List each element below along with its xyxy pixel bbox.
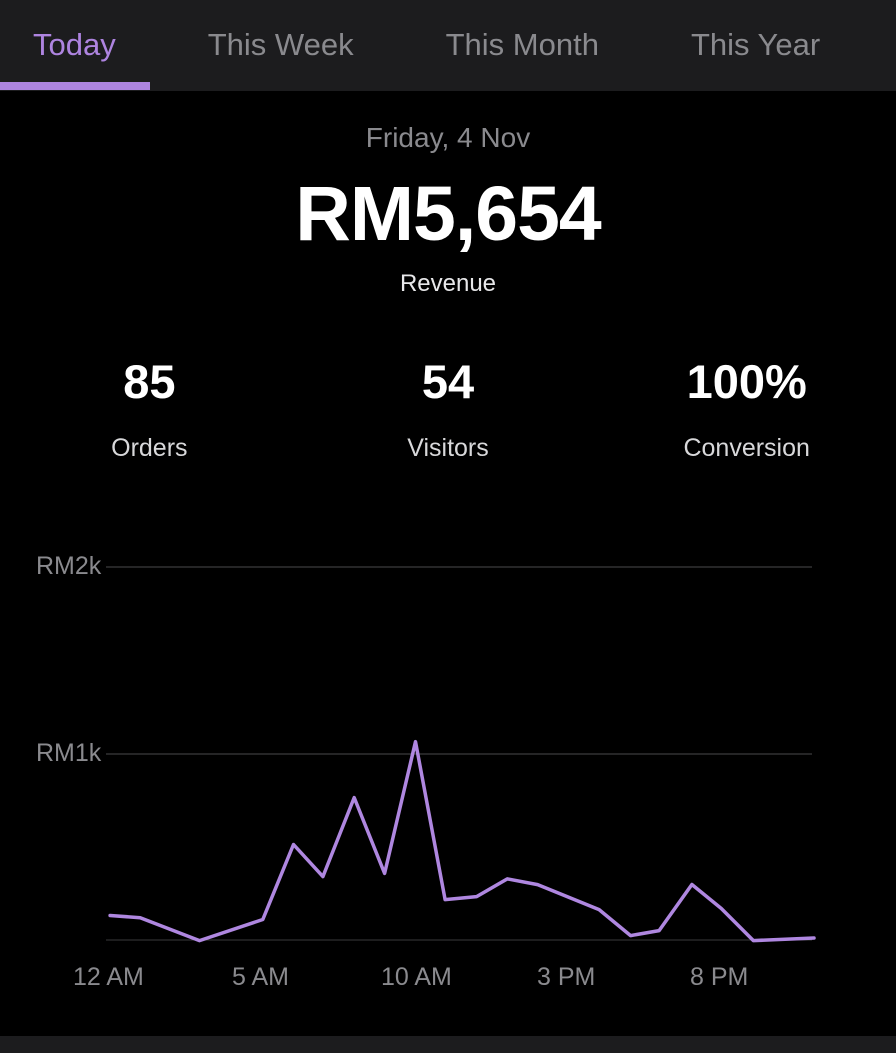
svg-text:8 PM: 8 PM <box>690 963 748 991</box>
svg-text:5 AM: 5 AM <box>232 963 289 991</box>
svg-text:RM2k: RM2k <box>36 552 102 580</box>
svg-text:3 PM: 3 PM <box>537 963 595 991</box>
svg-text:10 AM: 10 AM <box>381 963 452 991</box>
svg-text:RM1k: RM1k <box>36 739 102 767</box>
svg-text:12 AM: 12 AM <box>73 963 144 991</box>
